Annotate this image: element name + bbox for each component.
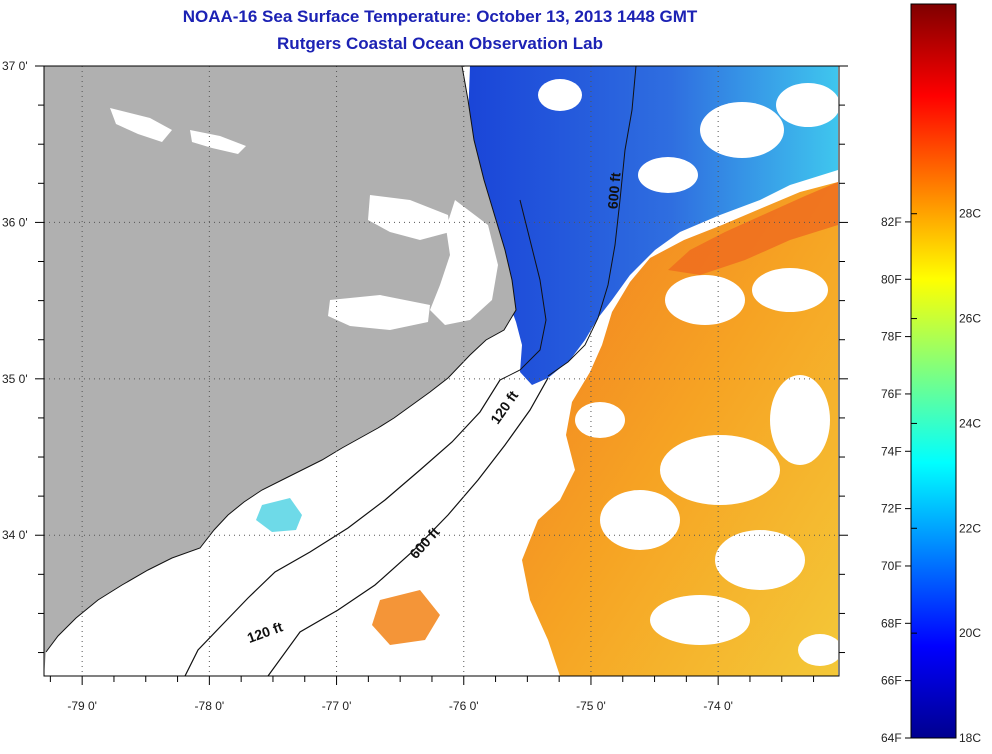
chart-title: NOAA-16 Sea Surface Temperature: October… [182,7,698,26]
fahrenheit-label: 74F [881,444,902,458]
lat-tick-label: 36 0' [2,215,28,229]
fahrenheit-label: 82F [881,215,902,229]
contour-120ft-north [499,199,547,381]
celsius-label: 26C [959,312,981,326]
lon-tick-label: -75 0' [576,699,606,713]
coastline [45,66,517,653]
contour-600ft-north [547,66,637,377]
contour-600ft-south [267,377,549,676]
colorbar-ticks [905,213,917,739]
fahrenheit-label: 68F [881,616,902,630]
contour-120ft-south [184,379,501,676]
colorbar-labels: 82F 80F 78F 76F 74F 72F 70F 68F 66F 64F 28C 26C 24C 2… [881,207,981,745]
fahrenheit-label: 70F [881,559,902,573]
lon-tick-label: -79 0' [67,699,97,713]
fahrenheit-label: 72F [881,502,902,516]
cool-water-patch [256,498,302,532]
lon-tick-label: -74 0' [703,699,733,713]
lat-tick-label: 34 0' [2,528,28,542]
plot-frame [43,65,840,677]
axis-ticks [35,65,848,685]
axis-labels: 37 0' 36 0' 35 0' 34 0' -79 0' -78 0' -77 0' -7… [2,59,733,713]
sounds-and-rivers [110,108,498,330]
fahrenheit-label: 66F [881,674,902,688]
chart-subtitle: Rutgers Coastal Ocean Observation Lab [277,34,603,53]
lon-tick-label: -78 0' [195,699,225,713]
celsius-label: 22C [959,521,981,535]
celsius-label: 18C [959,731,981,745]
fahrenheit-label: 80F [881,272,902,286]
cloud-patches [538,79,839,666]
lon-tick-label: -76 0' [449,699,479,713]
lon-tick-label: -77 0' [322,699,352,713]
warm-water-patch [372,590,440,645]
contour-label: 600 ft [604,171,623,209]
celsius-label: 24C [959,416,981,430]
fahrenheit-label: 64F [881,731,902,745]
fahrenheit-label: 78F [881,330,902,344]
celsius-label: 20C [959,626,981,640]
lat-tick-label: 37 0' [2,59,28,73]
warm-water-band [668,182,838,275]
fahrenheit-label: 76F [881,387,902,401]
colorbar [910,3,957,739]
gridlines [44,66,839,676]
celsius-label: 28C [959,207,981,221]
lat-tick-label: 35 0' [2,372,28,386]
